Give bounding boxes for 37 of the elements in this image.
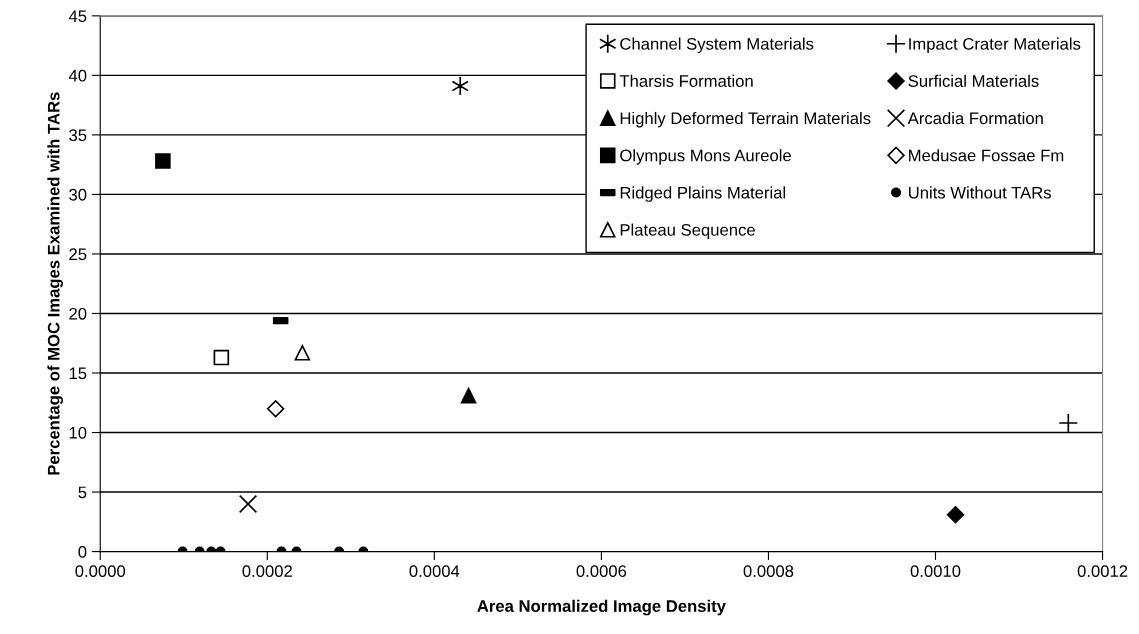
point [946,505,965,524]
point [1058,413,1079,433]
y-tick-label: 35 [69,129,87,142]
y-tick-label: 20 [69,307,87,320]
legend-label: Olympus Mons Aureole [620,149,791,165]
y-tick-label: 0 [78,545,87,558]
point [294,344,311,361]
x-tick-label: 0.0002 [242,565,292,578]
legend-label: Highly Deformed Terrain Materials [620,111,871,128]
y-tick-label: 45 [68,10,87,23]
y-axis-title: Percentage of MOC Images Examined with TARs [47,92,63,475]
x-tick-label: 0.0000 [75,565,126,578]
legend-label: Tharsis Formation [619,74,753,87]
point [266,400,285,418]
legend-label: Ridged Plains Material [620,186,786,202]
x-tick-label: 0.0010 [910,565,961,578]
x-axis-title: Area Normalized Image Density [477,599,726,616]
legend-label: Arcadia Formation [907,111,1043,125]
point [460,387,477,404]
point [238,494,258,514]
x-tick-label: 0.0012 [1077,565,1128,578]
y-tick-label: 30 [69,188,87,201]
y-tick-label: 40 [68,69,87,82]
x-tick-label: 0.0004 [409,565,460,578]
legend-label: Surficial Materials [908,74,1039,87]
y-tick-label: 5 [78,486,87,499]
y-tick-label: 25 [69,248,87,261]
point [213,349,230,366]
legend-label: Impact Crater Materials [909,37,1081,54]
legend-label: Channel System Materials [620,37,814,54]
y-tick-label: 15 [69,367,87,380]
y-tick-label: 10 [69,426,87,439]
legend-label: Units Without TARs [908,186,1051,199]
legend-label: Plateau Sequence [620,223,755,240]
legend-label: Medusae Fossae Fm [909,149,1064,162]
x-tick-label: 0.0008 [743,565,794,578]
x-tick-label: 0.0006 [576,565,627,578]
